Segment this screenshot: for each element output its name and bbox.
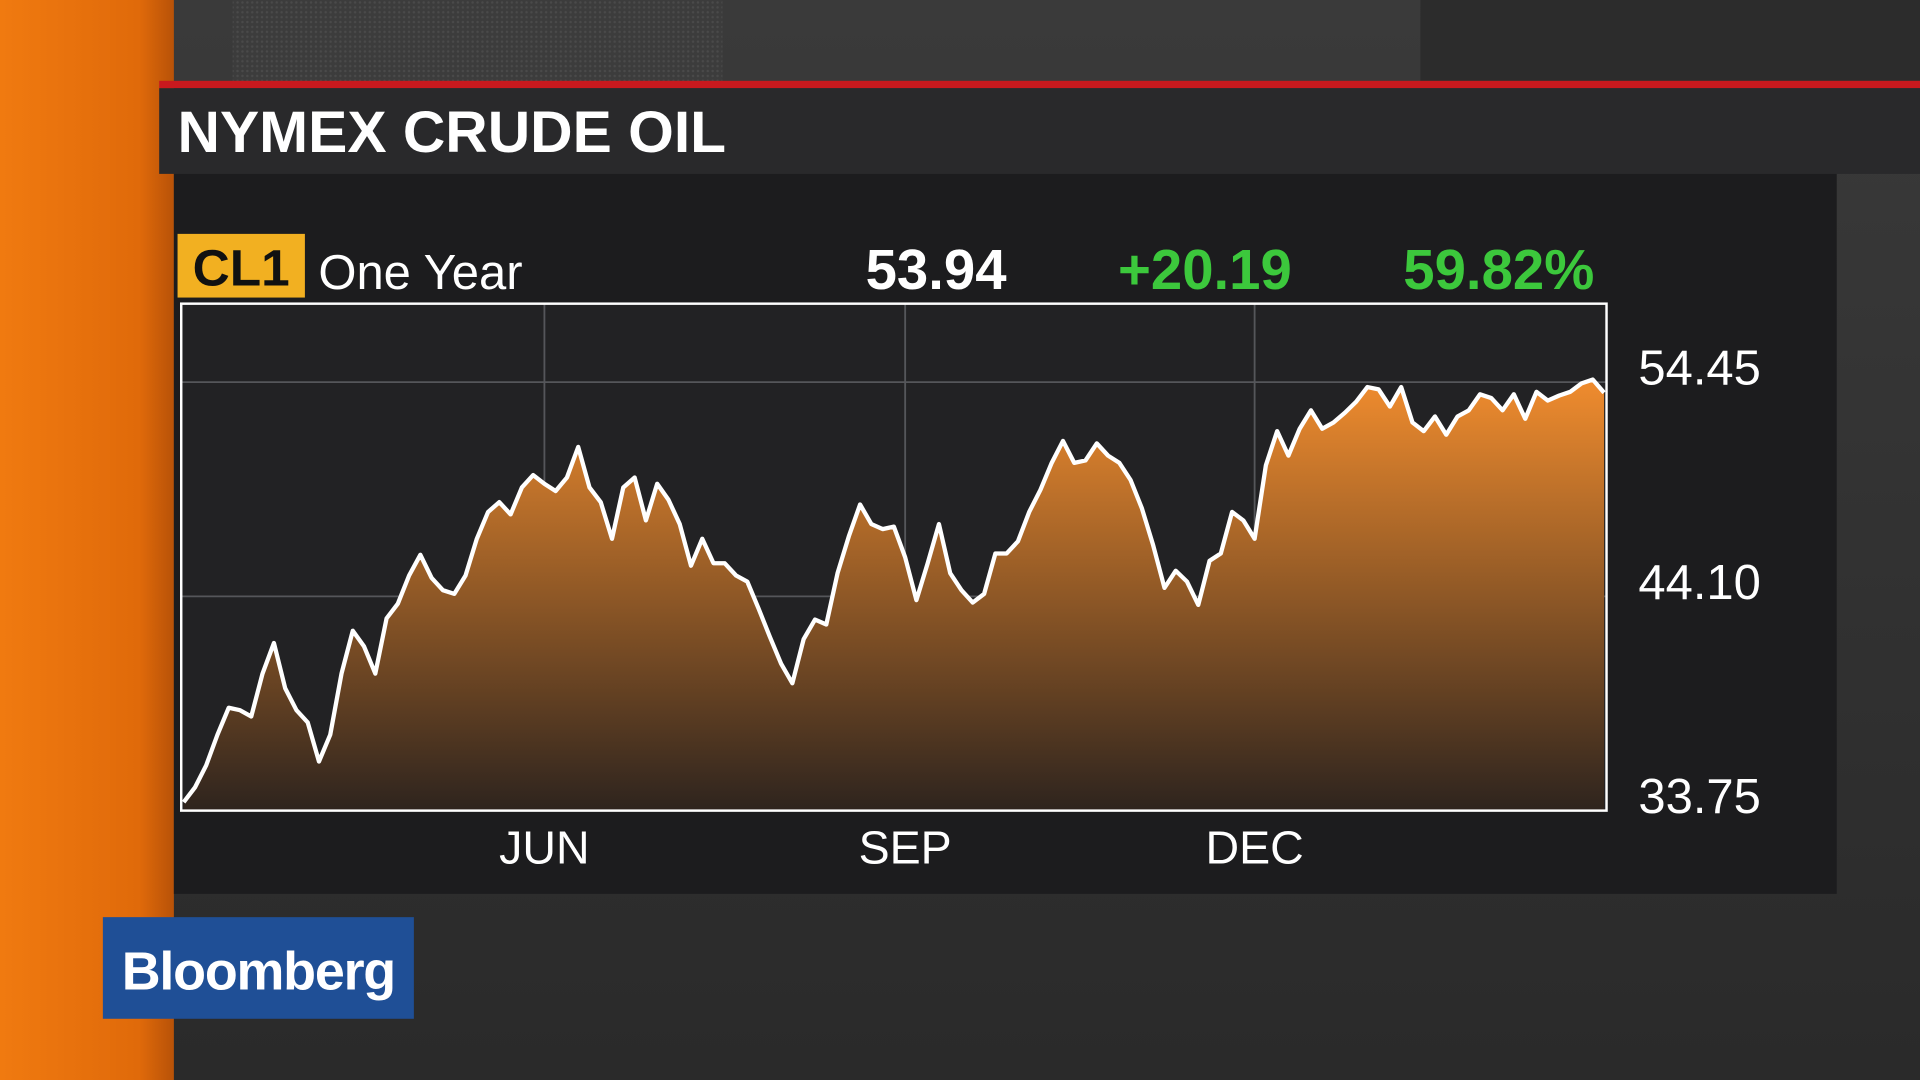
chart-title: NYMEX CRUDE OIL [178, 100, 727, 165]
brand-logo [102, 917, 414, 1019]
area-fill [183, 379, 1605, 811]
title-bar [159, 88, 1920, 174]
y-tick-label: 44.10 [1638, 556, 1761, 610]
x-tick-label: SEP [859, 821, 952, 873]
red-rule [159, 80, 1920, 89]
y-tick-label: 33.75 [1638, 770, 1761, 824]
y-tick-label: 54.45 [1638, 342, 1761, 396]
price-line [181, 377, 1606, 804]
change-percent: 59.82% [1403, 238, 1594, 301]
last-price: 53.94 [866, 238, 1008, 301]
plot-frame [180, 302, 1608, 812]
ticker: CL1 [193, 238, 290, 296]
x-tick-label: JUN [499, 821, 589, 873]
orange-strip [0, 0, 174, 1080]
ticker-badge [177, 233, 305, 298]
period: One Year [318, 246, 522, 300]
x-tick-label: DEC [1206, 821, 1304, 873]
texture [1420, 0, 1920, 81]
brand-name: Bloomberg [122, 941, 395, 1001]
texture [232, 0, 723, 81]
change: +20.19 [1118, 238, 1292, 301]
